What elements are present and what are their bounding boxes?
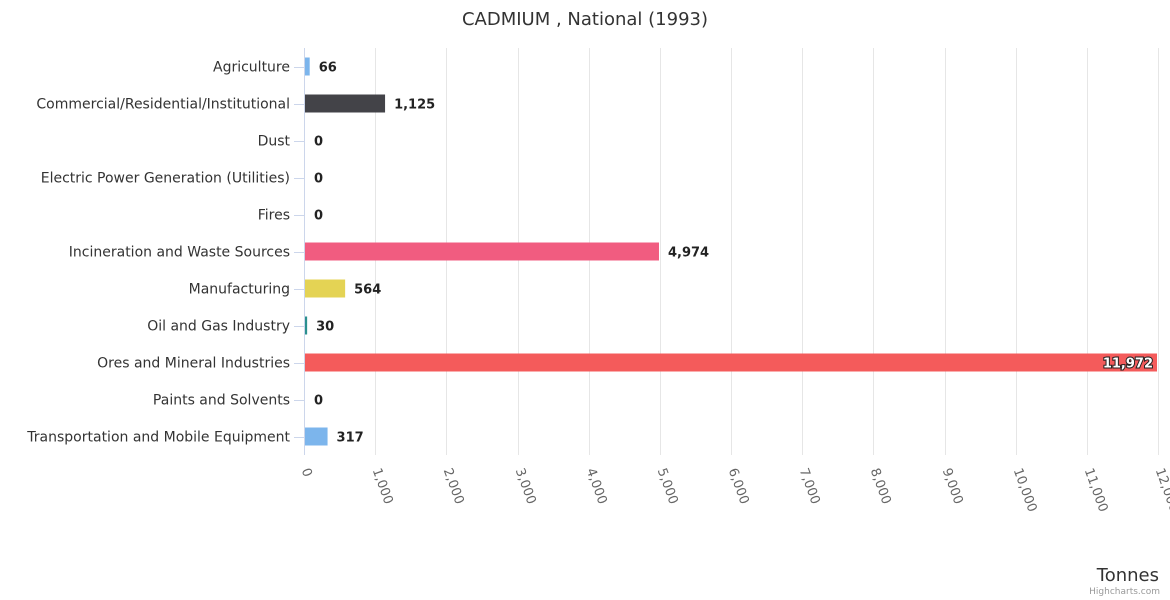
- data-label: 0: [314, 209, 323, 224]
- x-tick-label: 7,000: [796, 466, 823, 506]
- bar[interactable]: [305, 94, 386, 113]
- x-tick-label: 12,000: [1152, 466, 1170, 514]
- x-tick-label: 11,000: [1081, 466, 1111, 514]
- category-label: Electric Power Generation (Utilities): [41, 171, 290, 187]
- x-tick-label: 2,000: [440, 466, 467, 506]
- x-tick-label: 5,000: [654, 466, 681, 506]
- x-tick-label: 3,000: [512, 466, 539, 506]
- x-tick-label: 0: [298, 466, 315, 479]
- category-label: Oil and Gas Industry: [147, 319, 290, 335]
- data-label: 1,125: [394, 98, 435, 113]
- x-tick-label: 8,000: [867, 466, 894, 506]
- credits-link[interactable]: Highcharts.com: [1089, 587, 1160, 597]
- data-label: 564: [354, 283, 381, 298]
- category-label: Manufacturing: [189, 282, 290, 298]
- category-label: Transportation and Mobile Equipment: [26, 430, 290, 446]
- data-label: 0: [314, 394, 323, 409]
- category-label: Incineration and Waste Sources: [69, 245, 290, 261]
- category-axis: Agriculture Commercial/Residential/Instit…: [26, 48, 305, 455]
- category-label: Agriculture: [213, 60, 290, 76]
- category-label: Fires: [258, 208, 290, 224]
- data-label: 4,974: [668, 246, 709, 261]
- data-labels: 66 1,125 0 0 0 4,974 564 30 11,972 0 317: [314, 61, 1154, 446]
- data-label: 11,972: [1103, 357, 1153, 372]
- bar[interactable]: [305, 316, 308, 335]
- bar-series: [305, 57, 1158, 446]
- data-label: 0: [314, 135, 323, 150]
- chart-title: CADMIUM , National (1993): [462, 9, 708, 30]
- bar[interactable]: [305, 279, 346, 298]
- x-tick-label: 6,000: [725, 466, 752, 506]
- bar[interactable]: [305, 57, 310, 76]
- x-tick-label: 1,000: [369, 466, 396, 506]
- category-label: Paints and Solvents: [153, 393, 290, 409]
- bar[interactable]: [305, 427, 328, 446]
- data-label: 30: [316, 320, 334, 335]
- x-tick-label: 9,000: [939, 466, 966, 506]
- category-label: Dust: [258, 134, 291, 150]
- bar[interactable]: [305, 353, 1158, 372]
- category-label: Ores and Mineral Industries: [97, 356, 290, 372]
- category-label: Commercial/Residential/Institutional: [36, 97, 290, 113]
- x-tick-label: 10,000: [1010, 466, 1040, 514]
- value-axis: 0 1,000 2,000 3,000 4,000 5,000 6,000 7,000 8,00…: [298, 466, 1170, 514]
- x-axis-title: Tonnes: [1096, 565, 1159, 586]
- bar[interactable]: [305, 242, 659, 261]
- data-label: 0: [314, 172, 323, 187]
- data-label: 66: [319, 61, 337, 76]
- data-label: 317: [337, 431, 364, 446]
- x-tick-label: 4,000: [583, 466, 610, 506]
